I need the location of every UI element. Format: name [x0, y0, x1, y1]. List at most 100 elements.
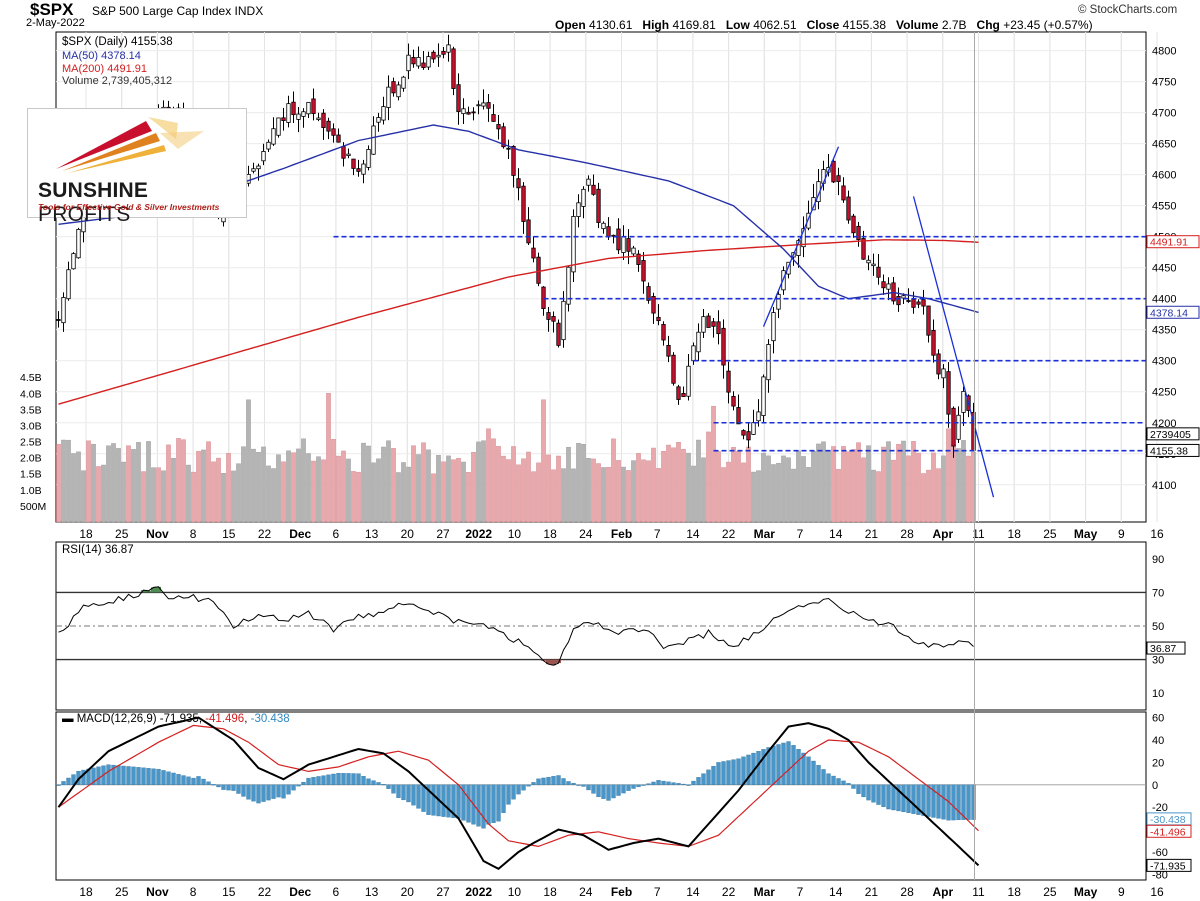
- volume-bar: [666, 444, 671, 523]
- macd-hist-bar: [466, 784, 471, 823]
- volume-bar: [871, 469, 876, 523]
- volume-value-tag: 2739405: [1150, 429, 1191, 441]
- macd-hist-bar: [651, 781, 656, 785]
- candle-body: [391, 81, 396, 94]
- candle-body: [956, 414, 961, 440]
- candle-body: [386, 86, 391, 108]
- macd-hist-bar: [266, 784, 271, 801]
- volume-bar: [656, 468, 661, 523]
- macd-hist-bar: [191, 777, 196, 785]
- price-x-tick-label: 11: [972, 527, 985, 541]
- macd-hist-bar: [596, 784, 601, 798]
- macd-hist-bar: [211, 784, 216, 786]
- macd-hist-bar: [671, 782, 676, 785]
- macd-hist-bar: [221, 784, 226, 790]
- volume-bar: [611, 438, 616, 523]
- volume-bar: [711, 405, 716, 523]
- volume-bar: [521, 458, 526, 523]
- volume-bar: [911, 441, 916, 523]
- volume-bar: [456, 458, 461, 523]
- macd-hist-bar: [696, 777, 701, 785]
- macd-hist-bar: [721, 761, 726, 785]
- volume-bar: [776, 462, 781, 523]
- volume-bar: [216, 457, 221, 523]
- volume-bar: [466, 472, 471, 523]
- macd-x-tick-label: May: [1074, 885, 1098, 899]
- legend-hist-value: -30.438: [250, 713, 290, 725]
- candle-body: [716, 321, 721, 335]
- candle-body: [596, 188, 601, 223]
- volume-bar: [551, 469, 556, 523]
- candle-body: [696, 331, 701, 353]
- price-y-tick-label: 4750: [1152, 77, 1176, 89]
- macd-hist-bar: [861, 784, 866, 798]
- macd-hist-bar: [186, 776, 191, 785]
- volume-bar: [166, 444, 171, 523]
- macd-hist-bar: [316, 776, 321, 785]
- macd-hist-bar: [626, 784, 631, 791]
- volume-bar: [236, 463, 241, 523]
- volume-bar: [416, 454, 421, 523]
- volume-bar: [761, 452, 766, 523]
- volume-bar: [381, 446, 386, 523]
- candle-body: [601, 222, 606, 230]
- rsi-value-box: [1146, 641, 1186, 655]
- macd-x-tick-label: 2022: [465, 885, 492, 899]
- price-y-tick-label: 4800: [1152, 46, 1176, 58]
- macd-hist-bar: [541, 777, 546, 785]
- volume-bar: [461, 461, 466, 523]
- volume-bar: [336, 455, 341, 523]
- legend-macd-value: -71.935: [159, 713, 199, 725]
- volume-bar: [101, 464, 106, 523]
- volume-bar: [661, 451, 666, 523]
- candle-body: [916, 301, 921, 305]
- candle-body: [901, 295, 906, 299]
- price-y-tick-label: 4650: [1152, 139, 1176, 151]
- volume-bar: [886, 441, 891, 523]
- macd-hist-bar: [151, 768, 156, 785]
- candle-body: [831, 160, 836, 183]
- price-x-tick-label: Feb: [611, 527, 632, 541]
- candle-body: [446, 44, 451, 53]
- macd-hist-bar: [461, 784, 466, 821]
- volume-bar: [931, 452, 936, 523]
- macd-hist-bar: [376, 782, 381, 785]
- macd-hist-bar: [371, 780, 376, 785]
- candle-body: [301, 111, 306, 117]
- price-y-tick-label: 4350: [1152, 325, 1176, 337]
- volume-bar: [621, 466, 626, 523]
- macd-hist-bar: [556, 775, 561, 785]
- macd-hist-bar: [916, 784, 921, 815]
- candle-body: [571, 216, 576, 273]
- macd-hist-bar: [851, 784, 856, 789]
- price-x-tick-label: 18: [543, 527, 557, 541]
- macd-hist-bar: [166, 771, 171, 785]
- volume-bar: [351, 471, 356, 523]
- macd-hist-bar: [351, 773, 356, 785]
- legend-volume-label: Volume 2,739,405,312: [62, 75, 173, 87]
- price-y-tick-label: 4450: [1152, 263, 1176, 275]
- volume-bar: [271, 468, 276, 523]
- volume-bar: [176, 438, 181, 523]
- macd-hist-bar: [386, 784, 391, 789]
- macd-hist-bar: [586, 784, 591, 791]
- macd-hist-bar: [516, 784, 521, 795]
- macd-hist-bar: [411, 784, 416, 806]
- candle-body: [866, 259, 871, 264]
- volume-bar: [601, 467, 606, 523]
- macd-y-tick-label: 40: [1152, 735, 1164, 747]
- ma200-value-tag: 4491.91: [1150, 237, 1188, 249]
- volume-bar: [71, 453, 76, 523]
- rsi-y-tick-label: 50: [1152, 621, 1164, 633]
- price-x-tick-label: 7: [654, 527, 661, 541]
- logo-tagline: Tools for Effective Gold & Silver Invest…: [38, 202, 220, 212]
- macd-hist-bar: [581, 784, 586, 787]
- macd-hist-bar: [396, 784, 401, 798]
- price-x-tick-label: 14: [686, 527, 700, 541]
- macd-hist-bar: [856, 784, 861, 794]
- macd-x-tick-label: 20: [401, 885, 415, 899]
- macd-x-tick-label: 22: [722, 885, 736, 899]
- macd-y-tick-label: -60: [1152, 847, 1168, 859]
- volume-bar: [576, 443, 581, 523]
- volume-bar: [701, 457, 706, 523]
